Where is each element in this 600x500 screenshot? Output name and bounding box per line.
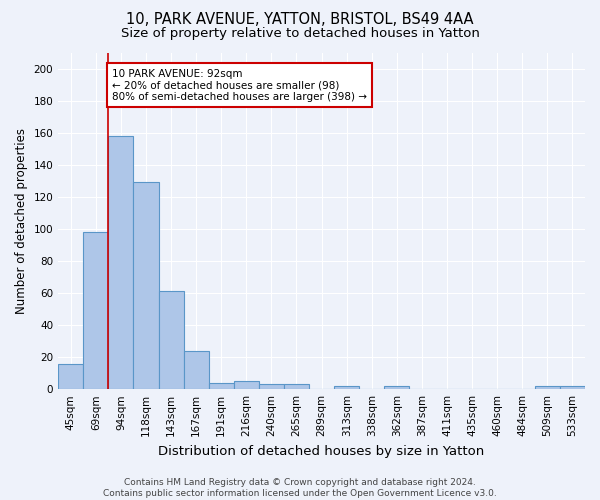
Bar <box>234 381 259 389</box>
Bar <box>535 386 560 389</box>
Bar <box>560 386 585 389</box>
Bar <box>385 386 409 389</box>
Bar <box>158 292 184 389</box>
Bar <box>133 182 158 389</box>
Bar <box>109 136 133 389</box>
X-axis label: Distribution of detached houses by size in Yatton: Distribution of detached houses by size … <box>158 444 485 458</box>
Bar <box>284 384 309 389</box>
Bar <box>334 386 359 389</box>
Text: Size of property relative to detached houses in Yatton: Size of property relative to detached ho… <box>121 28 479 40</box>
Text: 10 PARK AVENUE: 92sqm
← 20% of detached houses are smaller (98)
80% of semi-deta: 10 PARK AVENUE: 92sqm ← 20% of detached … <box>112 68 367 102</box>
Y-axis label: Number of detached properties: Number of detached properties <box>15 128 28 314</box>
Text: 10, PARK AVENUE, YATTON, BRISTOL, BS49 4AA: 10, PARK AVENUE, YATTON, BRISTOL, BS49 4… <box>126 12 474 28</box>
Bar <box>58 364 83 389</box>
Bar <box>184 350 209 389</box>
Bar <box>259 384 284 389</box>
Text: Contains HM Land Registry data © Crown copyright and database right 2024.
Contai: Contains HM Land Registry data © Crown c… <box>103 478 497 498</box>
Bar <box>83 232 109 389</box>
Bar <box>209 383 234 389</box>
